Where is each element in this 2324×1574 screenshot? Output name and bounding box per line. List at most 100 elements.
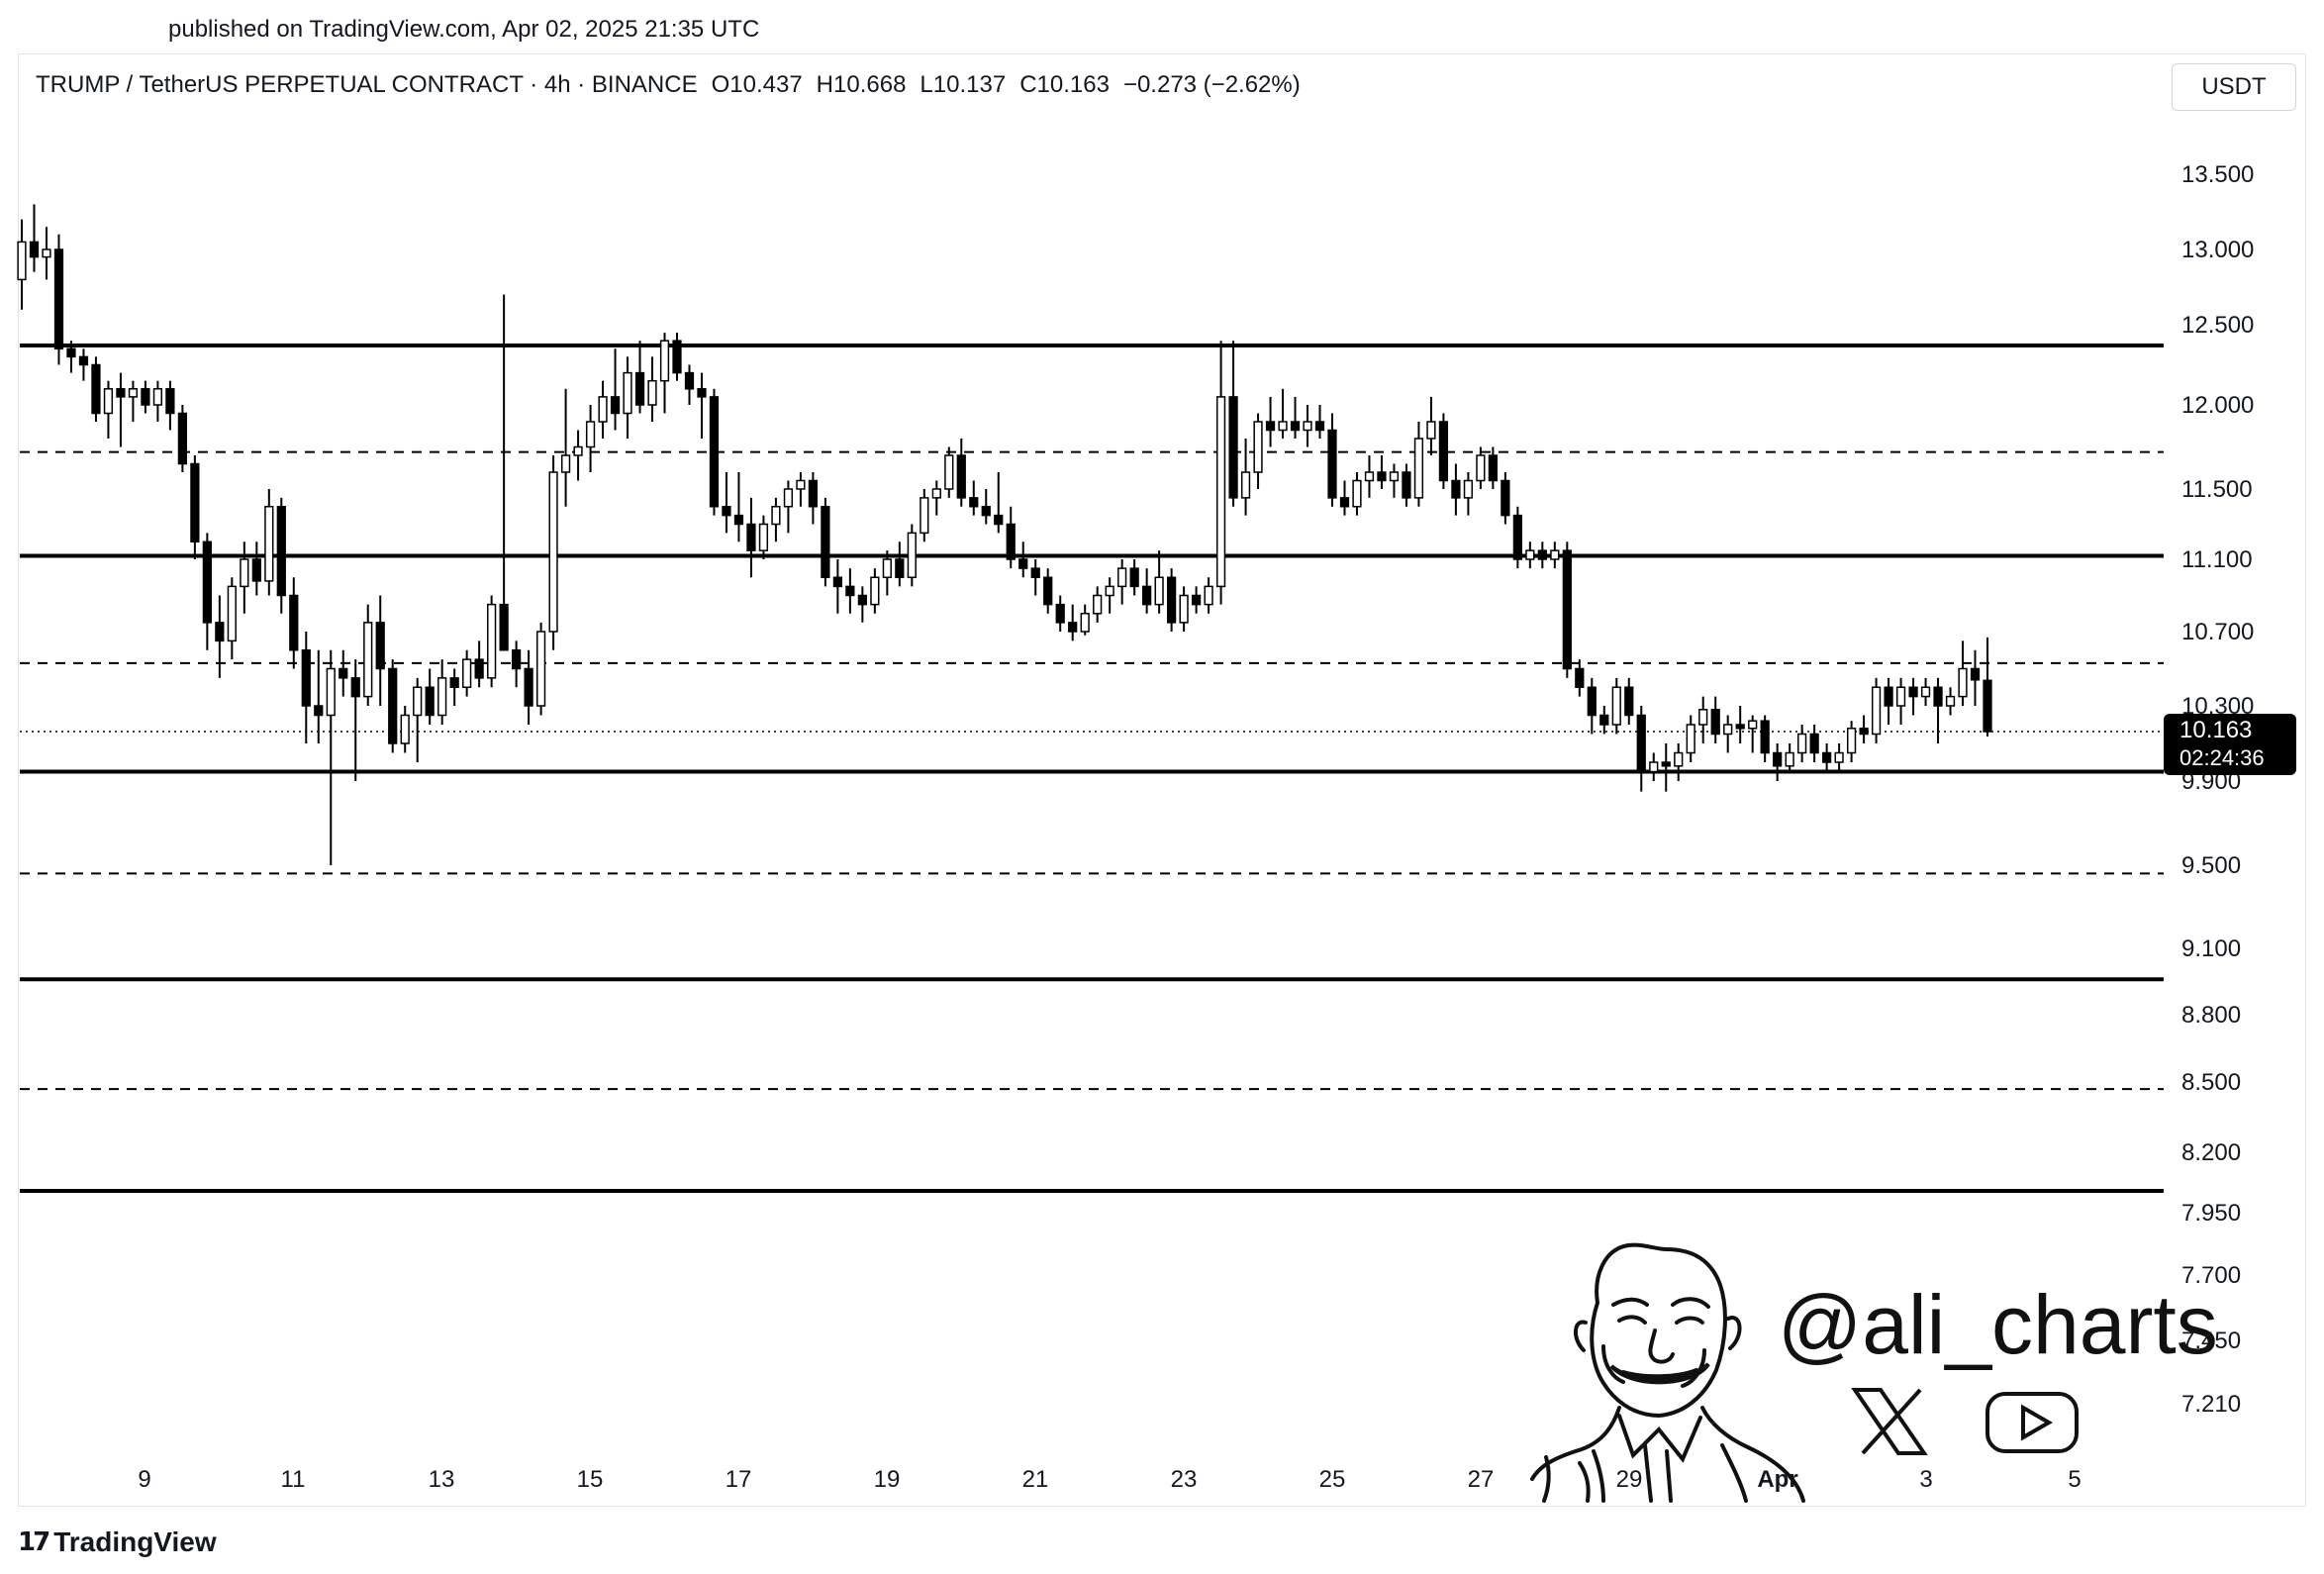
candle[interactable] xyxy=(672,333,682,381)
candle[interactable] xyxy=(1327,413,1337,507)
candle[interactable] xyxy=(697,372,707,439)
candle[interactable] xyxy=(1488,446,1498,490)
candle[interactable] xyxy=(832,559,842,614)
candle[interactable] xyxy=(66,341,76,373)
candle[interactable] xyxy=(1933,677,1943,743)
candle[interactable] xyxy=(598,380,608,439)
tradingview-logo[interactable]: 17 TradingView xyxy=(18,1526,217,1558)
candle[interactable] xyxy=(1822,743,1832,772)
candle[interactable] xyxy=(1895,677,1906,725)
candle[interactable] xyxy=(1154,550,1164,614)
candle[interactable] xyxy=(573,430,583,481)
candle[interactable] xyxy=(276,497,286,614)
candle[interactable] xyxy=(1624,677,1634,725)
candle[interactable] xyxy=(1129,559,1139,596)
candle[interactable] xyxy=(1339,480,1350,516)
candle[interactable] xyxy=(141,380,150,414)
candle[interactable] xyxy=(1167,568,1177,632)
candle[interactable] xyxy=(53,234,64,365)
x-logo-icon[interactable] xyxy=(1851,1388,1928,1455)
candle[interactable] xyxy=(560,388,571,507)
candle[interactable] xyxy=(1661,743,1671,792)
candle[interactable] xyxy=(981,489,991,525)
candle[interactable] xyxy=(634,341,645,414)
candle[interactable] xyxy=(1352,472,1362,516)
candle[interactable] xyxy=(1191,586,1202,614)
candle[interactable] xyxy=(314,649,324,743)
candle[interactable] xyxy=(882,550,892,596)
candle[interactable] xyxy=(1240,439,1251,516)
candle[interactable] xyxy=(301,632,311,743)
candle[interactable] xyxy=(1018,541,1028,578)
candle[interactable] xyxy=(1451,463,1461,516)
candle[interactable] xyxy=(1253,413,1263,490)
candle[interactable] xyxy=(103,380,114,439)
candle[interactable] xyxy=(821,497,830,587)
candle[interactable] xyxy=(1413,422,1424,507)
candle[interactable] xyxy=(1278,388,1288,439)
candle[interactable] xyxy=(1611,677,1621,735)
candle[interactable] xyxy=(289,577,299,669)
candle[interactable] xyxy=(1945,687,1956,716)
candle[interactable] xyxy=(1884,677,1893,725)
candle[interactable] xyxy=(1204,577,1213,614)
candle[interactable] xyxy=(1834,743,1844,772)
candle[interactable] xyxy=(1093,586,1103,623)
candle[interactable] xyxy=(548,455,558,650)
candle[interactable] xyxy=(845,568,855,614)
candle[interactable] xyxy=(350,659,360,781)
candle[interactable] xyxy=(227,577,237,660)
candle[interactable] xyxy=(647,356,657,422)
candle[interactable] xyxy=(1512,506,1522,569)
candle[interactable] xyxy=(1686,715,1695,763)
candle[interactable] xyxy=(920,489,929,542)
candle[interactable] xyxy=(1674,743,1684,781)
candle[interactable] xyxy=(684,364,695,406)
candle[interactable] xyxy=(1043,568,1053,614)
youtube-icon[interactable] xyxy=(1985,1392,2079,1453)
candle[interactable] xyxy=(857,586,867,623)
candle[interactable] xyxy=(449,668,459,707)
candle[interactable] xyxy=(487,595,497,688)
candle[interactable] xyxy=(1760,715,1770,763)
candle[interactable] xyxy=(251,541,261,596)
candle[interactable] xyxy=(1599,706,1609,735)
chart-frame[interactable] xyxy=(18,53,2306,1507)
candle[interactable] xyxy=(1314,405,1325,439)
candle[interactable] xyxy=(128,380,139,422)
candle[interactable] xyxy=(1290,396,1301,439)
candle[interactable] xyxy=(1117,559,1127,605)
candle[interactable] xyxy=(474,640,484,688)
candle[interactable] xyxy=(42,227,51,280)
candle[interactable] xyxy=(746,497,756,578)
candle[interactable] xyxy=(907,524,917,587)
candle[interactable] xyxy=(462,649,472,697)
candle[interactable] xyxy=(202,533,212,650)
candle[interactable] xyxy=(1006,506,1016,569)
candle[interactable] xyxy=(78,348,89,381)
candle[interactable] xyxy=(1402,463,1411,507)
candle[interactable] xyxy=(1587,677,1597,735)
candle[interactable] xyxy=(585,405,596,472)
symbol-name[interactable]: TRUMP / TetherUS PERPETUAL CONTRACT · 4h… xyxy=(36,71,698,98)
candle[interactable] xyxy=(1105,577,1114,614)
candle[interactable] xyxy=(722,472,731,534)
candle[interactable] xyxy=(1958,640,1968,706)
candle[interactable] xyxy=(771,497,781,542)
candle[interactable] xyxy=(1920,677,1931,706)
candle[interactable] xyxy=(808,472,819,525)
candle[interactable] xyxy=(1575,659,1585,697)
candle[interactable] xyxy=(1463,472,1474,516)
candle[interactable] xyxy=(1797,725,1807,762)
candle[interactable] xyxy=(17,219,27,310)
candle[interactable] xyxy=(499,294,509,651)
candle[interactable] xyxy=(1649,752,1659,782)
candle[interactable] xyxy=(895,541,905,587)
candle[interactable] xyxy=(326,649,336,865)
candle[interactable] xyxy=(1859,715,1869,744)
candle[interactable] xyxy=(796,472,806,507)
candle[interactable] xyxy=(116,372,126,447)
candle[interactable] xyxy=(1809,725,1819,762)
candle[interactable] xyxy=(215,595,225,678)
